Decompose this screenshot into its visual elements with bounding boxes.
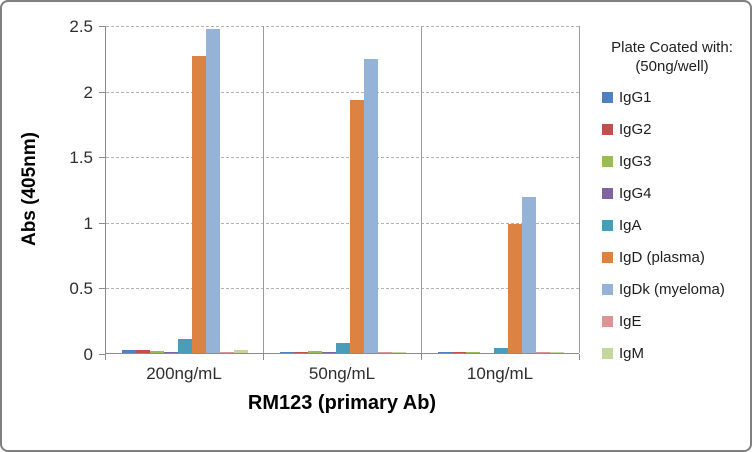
bar-IgG1-200ng/mL <box>122 350 136 353</box>
bar-IgDk-myeloma-50ng/mL <box>364 59 378 353</box>
x-tick-mark <box>105 354 106 360</box>
x-category-label-10ng/mL: 10ng/mL <box>466 364 534 383</box>
bar-IgA-200ng/mL <box>178 339 192 353</box>
x-tick-mark <box>421 354 422 360</box>
bar-IgG4-50ng/mL <box>322 352 336 353</box>
y-tick-mark <box>99 222 105 224</box>
gridline-y-2 <box>106 91 579 93</box>
legend-item-IgM: IgM <box>602 345 748 362</box>
x-category-label-200ng/mL: 200ng/mL <box>146 364 222 383</box>
legend-item-list: IgG1 IgG2 IgG3 IgG4 IgA IgD (plasma) IgDk (mye… <box>596 89 748 362</box>
gridline-y-2.5 <box>106 26 579 27</box>
legend-swatch-icon <box>602 316 613 327</box>
y-tick-label-0.5: 0.5 <box>69 279 93 299</box>
legend-title-line2: (50ng/well) <box>635 58 709 75</box>
legend-item-IgD-plasma: IgD (plasma) <box>602 249 748 266</box>
y-tick-label-2.5: 2.5 <box>69 17 93 36</box>
bar-IgM-200ng/mL <box>234 350 248 353</box>
legend-item-IgG1: IgG1 <box>602 89 748 106</box>
bar-IgD-plasma-50ng/mL <box>350 100 364 353</box>
bar-IgD-plasma-10ng/mL <box>508 224 522 353</box>
category-separator-line <box>263 26 264 353</box>
x-tick-mark <box>263 354 264 360</box>
bar-IgM-50ng/mL <box>392 352 406 353</box>
legend-title-line1: Plate Coated with: <box>611 39 733 56</box>
legend-swatch-icon <box>602 156 613 167</box>
y-tick-mark <box>99 157 105 159</box>
legend-label: IgG2 <box>619 121 652 138</box>
category-separator-line <box>579 26 580 353</box>
bar-IgG3-50ng/mL <box>308 351 322 353</box>
legend-label: IgE <box>619 313 642 330</box>
category-separator-line <box>421 26 422 353</box>
y-tick-label-2: 2 <box>83 82 93 102</box>
bar-IgE-10ng/mL <box>536 352 550 353</box>
bar-IgG2-200ng/mL <box>136 350 150 353</box>
legend-swatch-icon <box>602 124 613 135</box>
y-tick-mark <box>99 288 105 290</box>
bar-IgG3-200ng/mL <box>150 351 164 353</box>
legend-swatch-icon <box>602 348 613 359</box>
legend-label: IgG4 <box>619 185 652 202</box>
legend-label: IgG3 <box>619 153 652 170</box>
bar-IgG3-10ng/mL <box>466 352 480 353</box>
y-tick-mark <box>99 26 105 27</box>
y-tick-mark <box>99 91 105 93</box>
bar-IgG1-50ng/mL <box>280 352 294 353</box>
legend-title: Plate Coated with: (50ng/well) <box>596 38 748 76</box>
legend-label: IgA <box>619 217 642 234</box>
bar-IgE-50ng/mL <box>378 352 392 353</box>
legend-swatch-icon <box>602 92 613 103</box>
legend-swatch-icon <box>602 188 613 199</box>
y-tick-label-1.5: 1.5 <box>69 148 93 168</box>
y-tick-mark <box>99 354 105 355</box>
legend-item-IgG3: IgG3 <box>602 153 748 170</box>
legend: Plate Coated with: (50ng/well) IgG1 IgG2 I… <box>596 38 748 378</box>
bar-IgG1-10ng/mL <box>438 352 452 353</box>
y-tick-label-1: 1 <box>83 213 93 233</box>
y-tick-label-0: 0 <box>83 345 93 364</box>
legend-swatch-icon <box>602 252 613 263</box>
legend-label: IgG1 <box>619 89 652 106</box>
legend-label: IgDk (myeloma) <box>619 281 725 298</box>
bar-IgG2-50ng/mL <box>294 352 308 353</box>
x-axis-title: RM123 (primary Ab) <box>247 392 437 414</box>
gridline-y-1.5 <box>106 157 579 159</box>
legend-label: IgM <box>619 345 645 362</box>
legend-item-IgG4: IgG4 <box>602 185 748 202</box>
y-axis-title: Abs (405nm) <box>19 131 40 247</box>
plot-area <box>105 26 580 354</box>
bar-IgDk-myeloma-200ng/mL <box>206 29 220 353</box>
bar-IgA-10ng/mL <box>494 348 508 353</box>
legend-label: IgD (plasma) <box>619 249 705 266</box>
bar-IgG4-200ng/mL <box>164 352 178 353</box>
x-tick-mark <box>579 354 580 360</box>
bar-IgDk-myeloma-10ng/mL <box>522 197 536 353</box>
legend-item-IgA: IgA <box>602 217 748 234</box>
legend-swatch-icon <box>602 220 613 231</box>
gridline-y-1 <box>106 222 579 224</box>
legend-item-IgG2: IgG2 <box>602 121 748 138</box>
bar-IgM-10ng/mL <box>550 352 564 353</box>
bar-IgG2-10ng/mL <box>452 352 466 353</box>
legend-item-IgDk-myeloma: IgDk (myeloma) <box>602 281 748 298</box>
bar-IgE-200ng/mL <box>220 352 234 353</box>
x-category-label-50ng/mL: 50ng/mL <box>308 364 376 383</box>
gridline-y-0.5 <box>106 288 579 290</box>
bar-IgA-50ng/mL <box>336 343 350 353</box>
legend-swatch-icon <box>602 284 613 295</box>
legend-item-IgE: IgE <box>602 313 748 330</box>
bar-IgD-plasma-200ng/mL <box>192 56 206 353</box>
